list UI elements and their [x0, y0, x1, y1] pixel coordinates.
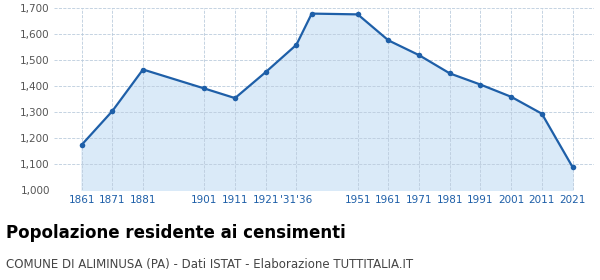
Point: [200, 86, 209, 91]
Point: [353, 12, 362, 17]
Point: [568, 165, 577, 169]
Point: [107, 109, 117, 113]
Point: [292, 43, 301, 47]
Point: [506, 95, 516, 99]
Point: [445, 71, 455, 76]
Point: [307, 11, 317, 16]
Text: COMUNE DI ALIMINUSA (PA) - Dati ISTAT - Elaborazione TUTTITALIA.IT: COMUNE DI ALIMINUSA (PA) - Dati ISTAT - …: [6, 258, 413, 270]
Text: Popolazione residente ai censimenti: Popolazione residente ai censimenti: [6, 224, 346, 242]
Point: [261, 70, 271, 74]
Point: [138, 67, 148, 72]
Point: [383, 38, 393, 43]
Point: [476, 82, 485, 87]
Point: [230, 96, 240, 100]
Point: [415, 53, 424, 57]
Point: [537, 111, 547, 116]
Point: [77, 143, 86, 147]
